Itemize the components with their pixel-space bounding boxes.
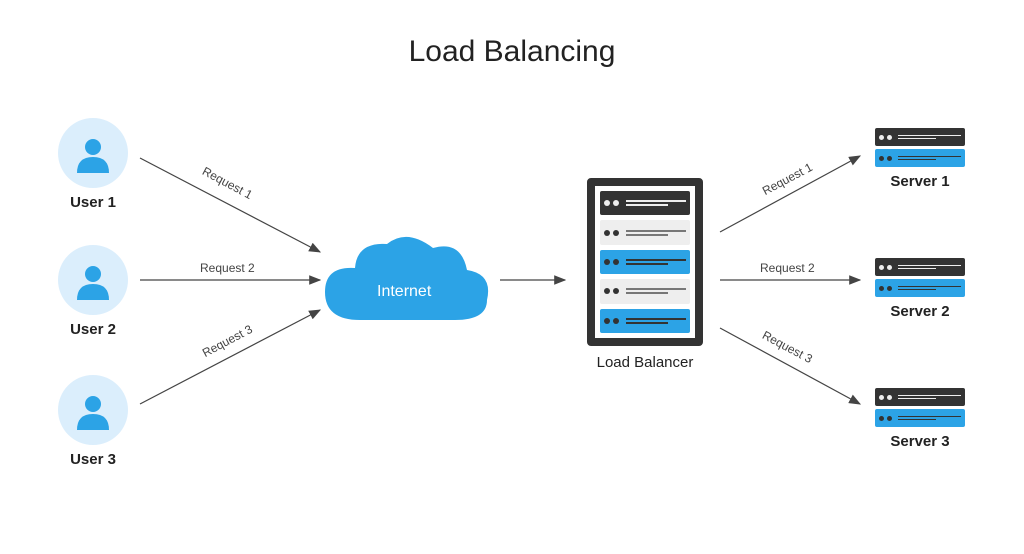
server-node-2: Server 2 bbox=[870, 258, 970, 320]
server-icon bbox=[875, 128, 965, 167]
user-label: User 1 bbox=[58, 194, 128, 211]
server-label: Server 3 bbox=[870, 433, 970, 450]
edge-label: Request 3 bbox=[760, 328, 815, 366]
user-icon bbox=[58, 118, 128, 188]
server-icon bbox=[875, 258, 965, 297]
arrow-lb-server3 bbox=[720, 328, 860, 404]
edge-label: Request 2 bbox=[200, 261, 255, 275]
user-icon bbox=[58, 375, 128, 445]
load-balancer-node: Load Balancer bbox=[575, 178, 715, 371]
arrow-lb-server1 bbox=[720, 156, 860, 232]
server-icon bbox=[875, 388, 965, 427]
edge-label: Request 1 bbox=[760, 160, 815, 198]
diagram-title: Load Balancing bbox=[0, 35, 1024, 69]
edge-label: Request 3 bbox=[200, 322, 255, 360]
arrow-user3-cloud bbox=[140, 310, 320, 404]
load-balancer-icon bbox=[587, 178, 703, 346]
edge-label: Request 1 bbox=[200, 164, 255, 202]
load-balancer-label: Load Balancer bbox=[575, 354, 715, 371]
user-node-2: User 2 bbox=[58, 245, 128, 338]
user-node-3: User 3 bbox=[58, 375, 128, 468]
user-label: User 2 bbox=[58, 321, 128, 338]
server-label: Server 1 bbox=[870, 173, 970, 190]
cloud-node: Internet bbox=[315, 230, 495, 345]
server-node-3: Server 3 bbox=[870, 388, 970, 450]
arrow-user1-cloud bbox=[140, 158, 320, 252]
cloud-label: Internet bbox=[377, 283, 431, 301]
edge-label: Request 2 bbox=[760, 261, 815, 275]
user-node-1: User 1 bbox=[58, 118, 128, 211]
user-label: User 3 bbox=[58, 451, 128, 468]
server-label: Server 2 bbox=[870, 303, 970, 320]
server-node-1: Server 1 bbox=[870, 128, 970, 190]
user-icon bbox=[58, 245, 128, 315]
